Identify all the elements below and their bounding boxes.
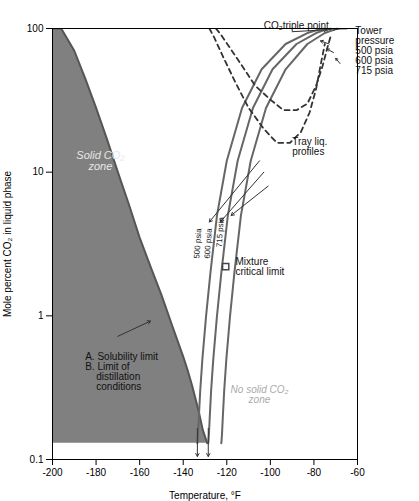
svg-text:CO₂triple point: CO₂triple point bbox=[263, 19, 329, 31]
svg-text:-80: -80 bbox=[307, 467, 322, 478]
svg-text:0.1: 0.1 bbox=[30, 454, 44, 465]
svg-text:Towerpressure500 psia600 psia7: Towerpressure500 psia600 psia715 psia bbox=[355, 25, 394, 76]
svg-text:-120: -120 bbox=[217, 467, 237, 478]
svg-text:600 psia: 600 psia bbox=[203, 228, 214, 259]
svg-text:-160: -160 bbox=[130, 467, 150, 478]
svg-text:-180: -180 bbox=[86, 467, 106, 478]
svg-text:Tray liq.profiles: Tray liq.profiles bbox=[292, 136, 327, 157]
svg-text:10: 10 bbox=[32, 166, 44, 177]
svg-text:Solid CO₂zone: Solid CO₂zone bbox=[76, 149, 125, 172]
svg-text:-100: -100 bbox=[260, 467, 280, 478]
svg-text:-140: -140 bbox=[173, 467, 193, 478]
svg-text:No solid CO₂zone: No solid CO₂zone bbox=[231, 384, 289, 405]
svg-text:500 psia: 500 psia bbox=[192, 228, 203, 259]
svg-text:Mixturecritical limit: Mixturecritical limit bbox=[236, 256, 285, 277]
svg-text:-200: -200 bbox=[42, 467, 62, 478]
svg-text:-60: -60 bbox=[350, 467, 365, 478]
svg-text:A. Solubility limitB. Limit of: A. Solubility limitB. Limit of distillat… bbox=[85, 351, 158, 392]
svg-text:100: 100 bbox=[27, 23, 44, 34]
svg-text:715 psia: 715 psia bbox=[215, 216, 226, 247]
svg-text:Mole percent CO₂ in liquid pha: Mole percent CO₂ in liquid phase bbox=[2, 170, 13, 317]
svg-text:Temperature, °F: Temperature, °F bbox=[169, 490, 241, 501]
svg-text:1: 1 bbox=[38, 310, 44, 321]
